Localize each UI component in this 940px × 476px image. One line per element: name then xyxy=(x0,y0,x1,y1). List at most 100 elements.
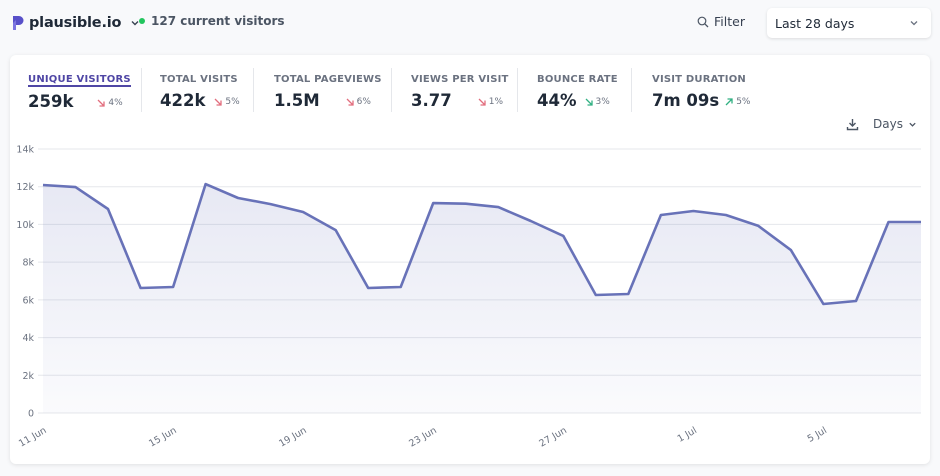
stat-row: 44% 3% xyxy=(537,91,618,110)
stat-bounce-rate[interactable]: BOUNCE RATE 44% 3% xyxy=(537,67,618,111)
stat-total-visits[interactable]: TOTAL VISITS 422k 5% xyxy=(160,67,240,111)
data-point[interactable] xyxy=(395,281,407,293)
data-point[interactable] xyxy=(752,220,764,232)
period-label: Last 28 days xyxy=(775,15,855,31)
stat-row: 1.5M 6% xyxy=(274,91,382,110)
stat-label: VISIT DURATION xyxy=(652,74,746,85)
stat-change-value: 1% xyxy=(488,97,503,107)
stat-label: TOTAL PAGEVIEWS xyxy=(274,74,382,85)
data-point[interactable] xyxy=(167,281,179,293)
x-tick-label: 27 Jun xyxy=(537,425,568,450)
stat-divider xyxy=(391,68,392,112)
y-tick-label: 12k xyxy=(16,182,34,193)
data-point[interactable] xyxy=(362,282,374,294)
data-point[interactable] xyxy=(492,201,504,213)
stat-label: BOUNCE RATE xyxy=(537,74,618,85)
stat-row: 422k 5% xyxy=(160,91,240,110)
data-point[interactable] xyxy=(817,298,829,310)
site-name: plausible.io xyxy=(29,15,122,31)
data-point[interactable] xyxy=(720,209,732,221)
stat-label: VIEWS PER VISIT xyxy=(411,74,509,85)
filter-button[interactable]: Filter xyxy=(697,14,745,29)
search-icon xyxy=(697,16,709,27)
data-point[interactable] xyxy=(622,288,634,300)
data-point[interactable] xyxy=(427,197,439,209)
period-picker[interactable]: Last 28 days xyxy=(767,8,931,38)
y-tick-label: 2k xyxy=(22,371,34,382)
stat-change-value: 3% xyxy=(595,97,610,107)
arrow-down-right-icon xyxy=(214,98,223,106)
data-point[interactable] xyxy=(687,205,699,217)
stat-change: 5% xyxy=(725,97,750,107)
chevron-down-icon xyxy=(910,21,918,26)
y-tick-label: 8k xyxy=(22,258,34,269)
data-point[interactable] xyxy=(232,192,244,204)
interval-label: Days xyxy=(873,117,903,131)
stat-divider xyxy=(517,68,518,112)
stat-divider xyxy=(253,68,254,112)
stat-change: 5% xyxy=(214,97,240,107)
stat-label: UNIQUE VISITORS xyxy=(28,74,131,87)
stat-value: 422k xyxy=(160,91,206,110)
site-switcher[interactable]: plausible.io xyxy=(12,12,140,34)
top-stats: UNIQUE VISITORS 259k 4% TOTAL VISITS 422k 5% T… xyxy=(10,55,930,115)
x-tick-label: 5 Jul xyxy=(806,425,829,445)
filter-label: Filter xyxy=(714,14,745,29)
data-point[interactable] xyxy=(102,203,114,215)
y-tick-label: 10k xyxy=(16,220,34,231)
stat-value: 44% xyxy=(537,91,577,110)
x-tick-label: 11 Jun xyxy=(17,425,48,450)
chevron-down-icon xyxy=(131,21,139,26)
y-tick-label: 0 xyxy=(28,409,34,420)
stat-value: 7m 09s xyxy=(652,91,720,110)
stat-row: 3.77 1% xyxy=(411,91,509,110)
data-point[interactable] xyxy=(200,178,212,190)
stat-change: 6% xyxy=(346,97,371,107)
stat-label: TOTAL VISITS xyxy=(160,74,238,85)
stat-total-pageviews[interactable]: TOTAL PAGEVIEWS 1.5M 6% xyxy=(274,67,382,111)
download-icon[interactable] xyxy=(846,118,859,131)
stat-visit-duration[interactable]: VISIT DURATION 7m 09s 5% xyxy=(652,67,750,111)
data-point[interactable] xyxy=(557,230,569,242)
stat-row: 7m 09s 5% xyxy=(652,91,750,110)
interval-picker[interactable]: Days xyxy=(873,117,917,131)
data-point[interactable] xyxy=(37,179,49,191)
data-point[interactable] xyxy=(135,282,147,294)
stat-views-per-visit[interactable]: VIEWS PER VISIT 3.77 1% xyxy=(411,67,509,111)
data-point[interactable] xyxy=(70,181,82,193)
arrow-up-right-icon xyxy=(725,98,733,106)
data-point[interactable] xyxy=(850,295,862,307)
data-point[interactable] xyxy=(265,198,277,210)
data-point[interactable] xyxy=(915,216,927,228)
chart-line xyxy=(42,182,921,306)
stat-change-value: 4% xyxy=(108,98,123,108)
y-tick-label: 4k xyxy=(22,333,34,344)
x-tick-label: 15 Jun xyxy=(147,425,178,450)
stat-divider xyxy=(631,68,632,112)
y-tick-label: 6k xyxy=(22,295,34,306)
stat-change-value: 5% xyxy=(736,97,751,107)
live-dot-icon xyxy=(139,18,145,24)
chevron-down-icon xyxy=(909,122,916,127)
stat-change: 4% xyxy=(97,98,123,108)
data-point[interactable] xyxy=(655,209,667,221)
arrow-down-right-icon xyxy=(585,98,593,106)
stat-row: 259k 4% xyxy=(28,92,131,111)
stat-change-value: 6% xyxy=(356,97,371,107)
data-point[interactable] xyxy=(785,244,797,256)
y-tick-label: 14k xyxy=(16,145,34,156)
data-point[interactable] xyxy=(297,206,309,218)
chart-area xyxy=(43,184,921,413)
data-point[interactable] xyxy=(330,224,342,236)
stat-unique-visitors[interactable]: UNIQUE VISITORS 259k 4% xyxy=(28,67,131,111)
interval-controls: Days xyxy=(846,117,917,131)
data-point[interactable] xyxy=(525,215,537,227)
data-point[interactable] xyxy=(882,216,894,228)
stat-value: 3.77 xyxy=(411,91,452,110)
data-point[interactable] xyxy=(460,198,472,210)
current-visitors-text: 127 current visitors xyxy=(151,14,285,28)
stat-value: 1.5M xyxy=(274,91,320,110)
data-point[interactable] xyxy=(590,289,602,301)
current-visitors-link[interactable]: 127 current visitors xyxy=(139,14,285,28)
